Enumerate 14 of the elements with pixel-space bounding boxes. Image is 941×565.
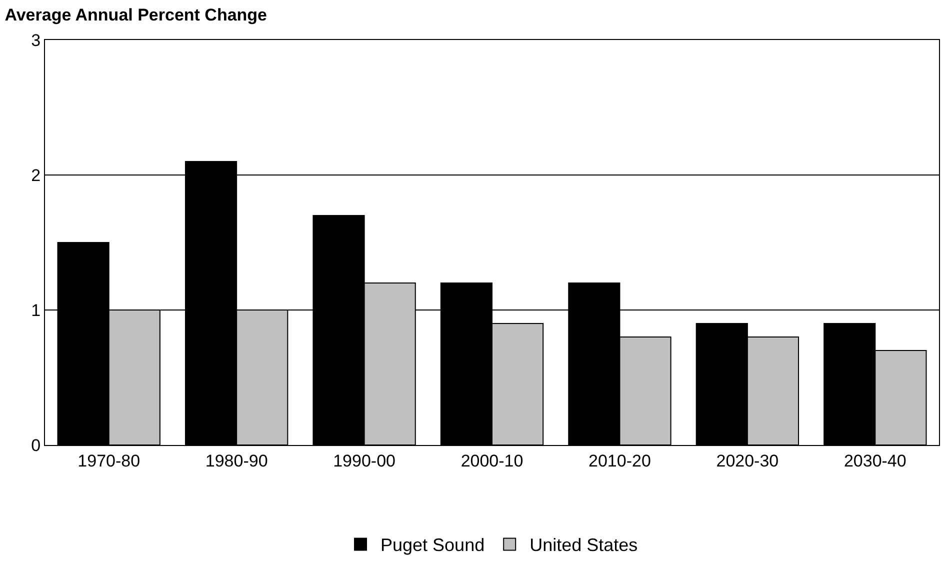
y-tick-label: 1 <box>31 300 41 320</box>
y-tick-label: 0 <box>31 436 41 455</box>
y-tick-label: 3 <box>31 30 41 50</box>
chart-title: Average Annual Percent Change <box>4 5 268 24</box>
x-tick-label: 1990-00 <box>333 451 396 470</box>
x-tick-label: 2020-30 <box>716 451 779 470</box>
legend-label: United States <box>530 535 638 556</box>
x-tick-label: 2000-10 <box>460 451 524 470</box>
x-tick-label: 2010-20 <box>588 451 651 470</box>
legend-label: Puget Sound <box>380 535 485 556</box>
y-tick-label: 2 <box>31 166 41 185</box>
x-tick-label: 1980-90 <box>205 451 268 470</box>
x-tick-label: 2030-40 <box>844 451 906 470</box>
x-tick-label: 1970-80 <box>78 451 140 470</box>
